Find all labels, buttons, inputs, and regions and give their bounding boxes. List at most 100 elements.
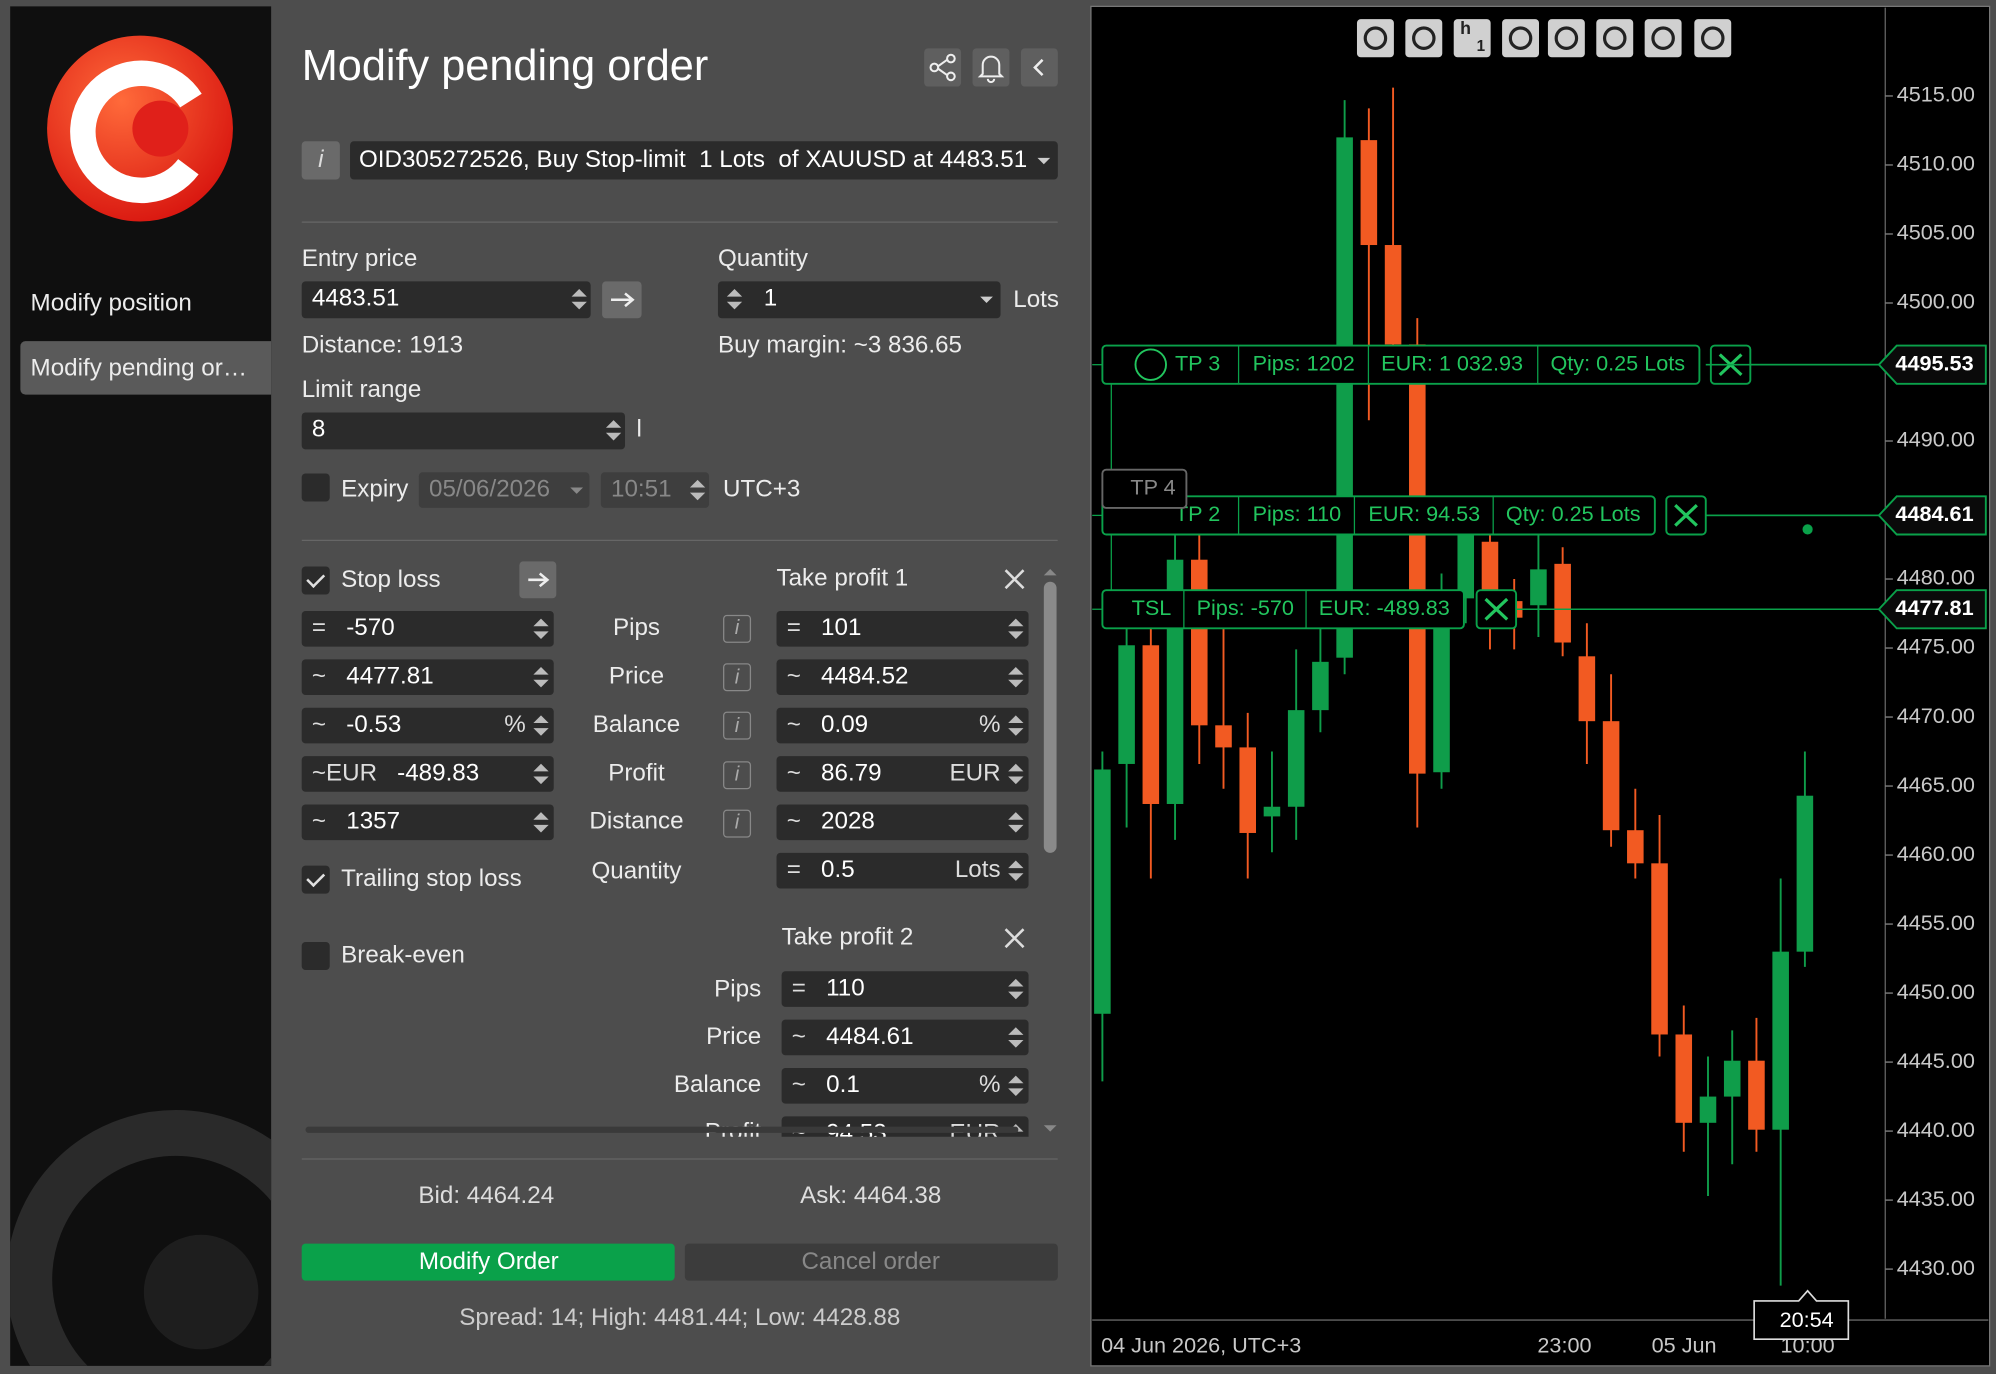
- close-order[interactable]: [1709, 344, 1752, 385]
- close-order[interactable]: [1475, 589, 1518, 630]
- arrow-up: [1008, 1075, 1024, 1084]
- input-field[interactable]: [301, 707, 554, 744]
- info-icon[interactable]: [723, 663, 752, 692]
- menu-item[interactable]: Modify pending or…: [30, 354, 248, 382]
- y-tick-label: 4495.00: [1897, 358, 1975, 383]
- toolbar-button[interactable]: [1644, 19, 1682, 58]
- input-prefix: =: [791, 974, 806, 1002]
- arrow-up: [1008, 715, 1024, 724]
- toolbar-button[interactable]: [1405, 19, 1443, 58]
- toolbar-button[interactable]: [1356, 19, 1394, 58]
- row-label: Quantity: [591, 857, 682, 885]
- info-icon[interactable]: [723, 809, 752, 838]
- x-axis-label: 23:00: [1537, 1333, 1591, 1358]
- arrow-up: [533, 715, 549, 724]
- info-icon-glyph: i: [734, 617, 740, 640]
- input-value: 0.1: [826, 1071, 860, 1099]
- candles: [1094, 87, 1814, 1286]
- timezone: UTC+3: [723, 475, 801, 503]
- y-tick-label: 4430.00: [1897, 1255, 1975, 1280]
- candle-body: [1433, 598, 1450, 773]
- info-button[interactable]: [301, 141, 340, 180]
- x-axis-label: 04 Jun 2026, UTC+3: [1101, 1333, 1301, 1358]
- input-field[interactable]: [301, 804, 554, 841]
- order-label: [1101, 589, 1465, 630]
- y-tick-label: 4465.00: [1897, 772, 1975, 797]
- toolbar-button[interactable]: [1453, 19, 1491, 58]
- arrow-up: [1008, 860, 1024, 869]
- info-icon[interactable]: [723, 760, 752, 789]
- row-label: Balance: [592, 711, 681, 739]
- input-field[interactable]: [776, 659, 1029, 696]
- order-label-text: EUR: -489.83: [1319, 595, 1450, 620]
- checkbox[interactable]: [301, 941, 330, 970]
- order-label-text: TSL: [1132, 595, 1172, 620]
- input-field[interactable]: [776, 611, 1029, 647]
- arrow-button[interactable]: [602, 281, 642, 319]
- crosshair-time: 20:54: [1780, 1307, 1834, 1332]
- market-stats: Spread: 14; High: 4481.44; Low: 4428.88: [459, 1304, 901, 1331]
- row-label: Pips: [612, 614, 661, 642]
- cancel-button-label[interactable]: Cancel order: [801, 1248, 940, 1275]
- input-value: 101: [821, 614, 862, 642]
- candle-body: [1409, 344, 1426, 774]
- input-field[interactable]: [781, 1019, 1029, 1056]
- close-order-icon: [1674, 504, 1698, 527]
- input-value: 4484.52: [821, 662, 909, 690]
- h-scrollbar: [305, 1126, 1019, 1133]
- input-field[interactable]: [301, 412, 626, 450]
- logo-dot: [132, 100, 189, 157]
- arrow-up: [726, 288, 743, 297]
- candle-body: [1530, 569, 1547, 606]
- info-icon[interactable]: [723, 712, 752, 741]
- menu-item[interactable]: Modify position: [30, 289, 192, 317]
- toolbar-button[interactable]: [1547, 19, 1585, 58]
- input-field[interactable]: [781, 971, 1029, 1007]
- date-value: 05/06/2026: [428, 475, 551, 503]
- order-select[interactable]: [350, 141, 1058, 180]
- input-prefix: ~: [786, 711, 801, 738]
- arrow-down: [1008, 679, 1024, 688]
- input-field[interactable]: [301, 659, 554, 696]
- arrow-down: [980, 295, 993, 303]
- toolbar-button[interactable]: [1596, 19, 1634, 58]
- header-button[interactable]: [924, 48, 962, 87]
- arrow-down: [571, 301, 587, 310]
- input-field[interactable]: [781, 1068, 1029, 1104]
- input-field[interactable]: [301, 756, 554, 792]
- arrow-down: [1043, 1124, 1057, 1132]
- header-button[interactable]: [972, 48, 1010, 87]
- input-field[interactable]: [776, 756, 1029, 792]
- input-field[interactable]: [717, 281, 1001, 319]
- input-prefix: ~: [311, 711, 327, 738]
- info-text: Buy margin: ~3 836.65: [717, 331, 962, 359]
- price-marker: [1877, 589, 1987, 630]
- field-label: Quantity: [717, 245, 809, 272]
- checkbox-label: Break-even: [341, 941, 465, 969]
- input-field[interactable]: [776, 707, 1029, 744]
- close-order[interactable]: [1665, 495, 1707, 536]
- arrow-down: [605, 432, 622, 441]
- modify-button-label[interactable]: Modify Order: [418, 1248, 559, 1275]
- input-field[interactable]: [301, 281, 591, 319]
- arrow-down: [1008, 991, 1024, 1000]
- arrow-down: [689, 492, 706, 501]
- arrow-up: [533, 812, 549, 820]
- scrollbar-thumb[interactable]: [1043, 581, 1057, 853]
- toolbar-button[interactable]: [1694, 19, 1732, 58]
- header-button[interactable]: [1020, 48, 1058, 87]
- checkbox[interactable]: [301, 566, 330, 595]
- cancel-button[interactable]: [684, 1243, 1058, 1281]
- info-icon[interactable]: [723, 614, 752, 643]
- menu-item-selected[interactable]: [20, 341, 272, 395]
- input-value: 2028: [821, 807, 875, 835]
- arrow-button[interactable]: [519, 561, 557, 599]
- input-field[interactable]: [776, 804, 1029, 841]
- checkbox[interactable]: [301, 865, 330, 894]
- input-field[interactable]: [776, 852, 1029, 889]
- checkbox[interactable]: [301, 473, 330, 502]
- toolbar-button[interactable]: [1502, 19, 1540, 58]
- modify-button[interactable]: [301, 1243, 675, 1281]
- input-field[interactable]: [301, 611, 554, 647]
- arrow-down: [533, 728, 549, 736]
